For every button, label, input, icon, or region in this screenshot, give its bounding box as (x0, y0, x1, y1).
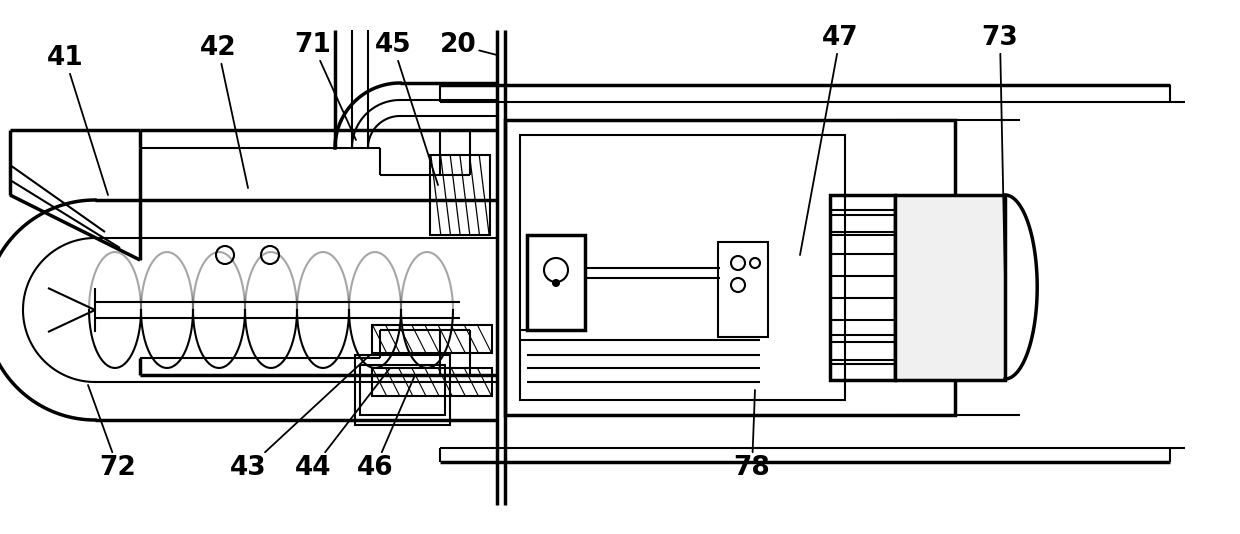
Bar (830, 195, 895, 380)
Circle shape (553, 280, 559, 286)
Text: 72: 72 (88, 385, 136, 481)
Text: 41: 41 (47, 45, 108, 195)
Text: 20: 20 (440, 32, 497, 58)
Bar (355, 355, 450, 425)
Bar (527, 235, 585, 330)
Text: 46: 46 (357, 375, 415, 481)
Text: 42: 42 (200, 35, 248, 188)
Bar (895, 195, 1004, 380)
Bar (372, 325, 492, 353)
Text: 47: 47 (800, 25, 858, 255)
Bar (430, 155, 490, 235)
Bar (372, 368, 492, 396)
Bar (360, 365, 445, 415)
Text: 43: 43 (229, 355, 370, 481)
Text: 71: 71 (295, 32, 356, 140)
Bar (520, 135, 844, 400)
Text: 44: 44 (295, 368, 391, 481)
Text: 45: 45 (374, 32, 438, 185)
Bar (718, 242, 768, 337)
Bar (505, 120, 955, 415)
Text: 78: 78 (734, 390, 770, 481)
Text: 73: 73 (982, 25, 1018, 280)
